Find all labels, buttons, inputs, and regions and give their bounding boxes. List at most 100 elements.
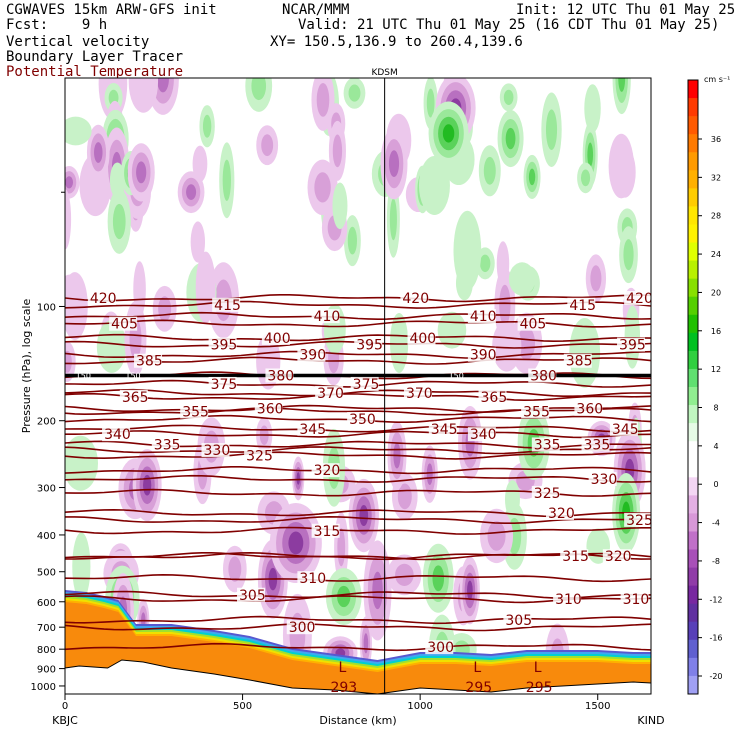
theta-isentrope xyxy=(65,311,651,321)
theta-label-bg xyxy=(553,592,582,607)
downdraft-contour xyxy=(314,172,331,203)
theta-label-bg xyxy=(315,385,344,400)
theta-label-bg xyxy=(403,385,432,400)
downdraft-contour xyxy=(186,184,197,200)
theta-low-value: 293 xyxy=(330,680,357,696)
updraft-contour xyxy=(479,254,491,273)
theta-isentrope xyxy=(65,474,651,483)
downdraft-contour xyxy=(590,265,602,292)
updraft-contour xyxy=(332,182,348,230)
updraft-contour xyxy=(432,565,445,592)
colorbar-frame xyxy=(687,79,699,695)
colorbar-segment xyxy=(688,567,698,587)
model-title: CGWAVES 15km ARW-GFS init xyxy=(6,2,217,18)
theta-label-bg xyxy=(609,421,638,436)
theta-label-bg xyxy=(354,337,383,352)
colorbar-segment xyxy=(688,603,698,623)
theta-isentrope xyxy=(65,466,651,475)
left-endpoint-label: KBJC xyxy=(52,714,78,727)
theta-label-bg xyxy=(151,437,180,452)
theta-label-bg xyxy=(517,316,546,331)
y-tick-label: 900 xyxy=(37,665,56,676)
theta-label-bg xyxy=(563,353,592,368)
tropopause-label: 150 xyxy=(449,371,464,380)
updraft-contour xyxy=(508,262,536,296)
updraft-contour xyxy=(580,169,591,187)
theta-isentrope xyxy=(65,424,651,433)
downdraft-contour xyxy=(190,221,206,263)
theta-label-bg xyxy=(134,353,163,368)
downdraft-contour xyxy=(359,505,369,527)
theta-label-bg xyxy=(201,443,230,458)
colorbar-segment xyxy=(688,368,698,388)
y-tick-label: 300 xyxy=(37,484,56,495)
theta-label: 325 xyxy=(534,486,561,502)
colorbar-segment xyxy=(688,405,698,424)
theta-isentrope xyxy=(65,294,651,303)
theta-label: 340 xyxy=(470,427,497,443)
theta-label: 390 xyxy=(470,348,497,364)
downdraft-contour xyxy=(487,521,506,551)
theta-low-marker: L xyxy=(338,660,346,676)
updraft-contour xyxy=(426,88,435,118)
theta-label-bg xyxy=(546,505,575,520)
colorbar-segment xyxy=(688,296,698,316)
theta-label: 330 xyxy=(204,443,231,459)
y-tick-label: 200 xyxy=(37,417,56,428)
theta-label: 355 xyxy=(523,404,550,420)
downdraft-contour xyxy=(192,145,208,183)
colorbar-label: 16 xyxy=(711,327,721,336)
theta-label: 305 xyxy=(505,613,532,629)
downdraft-contour xyxy=(195,251,216,324)
colorbar-segment xyxy=(688,260,698,280)
theta-label-bg xyxy=(261,330,290,345)
colorbar-segment xyxy=(688,549,698,569)
x-tick-label: 1500 xyxy=(585,701,610,712)
theta-label: 365 xyxy=(122,390,149,406)
downdraft-contour xyxy=(608,133,634,199)
theta-label: 325 xyxy=(626,513,653,529)
field-boundary-layer-tracer: Boundary Layer Tracer xyxy=(6,49,184,65)
theta-isentrope xyxy=(65,430,651,439)
theta-isentrope xyxy=(65,404,651,413)
theta-isentrope xyxy=(65,300,651,309)
theta-label: 370 xyxy=(406,386,433,402)
theta-isentrope xyxy=(65,552,651,561)
theta-label-bg xyxy=(567,297,596,312)
theta-label: 400 xyxy=(264,331,291,347)
theta-label-bg xyxy=(87,291,116,306)
plot-area: 150 150 150 420 420 420 415 415 410 410 405 405 400 4… xyxy=(65,78,653,696)
theta-label-bg xyxy=(467,347,496,362)
downdraft-contour xyxy=(372,571,383,610)
theta-label-bg xyxy=(407,330,436,345)
colorbar-label: 32 xyxy=(711,173,721,182)
theta-label: 360 xyxy=(257,402,284,418)
colorbar-segment xyxy=(688,387,698,406)
colorbar-segment xyxy=(688,188,698,207)
theta-label-bg xyxy=(620,592,649,607)
theta-label: 385 xyxy=(136,354,163,370)
theta-isentrope xyxy=(65,350,651,359)
theta-label-bg xyxy=(119,389,148,404)
colorbar-segment xyxy=(688,621,698,641)
theta-label: 395 xyxy=(211,338,238,354)
updraft-contour xyxy=(348,84,361,102)
y-tick-label: 700 xyxy=(37,623,56,634)
colorbar-segment xyxy=(688,513,698,532)
colorbar-segment xyxy=(688,332,698,352)
theta-label: 300 xyxy=(289,620,316,636)
theta-label: 420 xyxy=(626,291,653,307)
theta-label: 345 xyxy=(431,422,458,438)
theta-low-value: 295 xyxy=(526,680,553,696)
theta-label-bg xyxy=(208,376,237,391)
x-tick-label: 0 xyxy=(62,701,68,712)
downdraft-contour xyxy=(128,78,159,113)
theta-label-bg xyxy=(400,291,429,306)
theta-label: 315 xyxy=(562,549,589,565)
theta-label-bg xyxy=(602,549,631,564)
downdraft-contour xyxy=(94,142,103,163)
colorbar-unit: cm s⁻¹ xyxy=(704,75,730,84)
cross-section-coords: XY= 150.5,136.9 to 260.4,139.6 xyxy=(270,34,523,50)
downdraft-contour xyxy=(492,320,522,372)
